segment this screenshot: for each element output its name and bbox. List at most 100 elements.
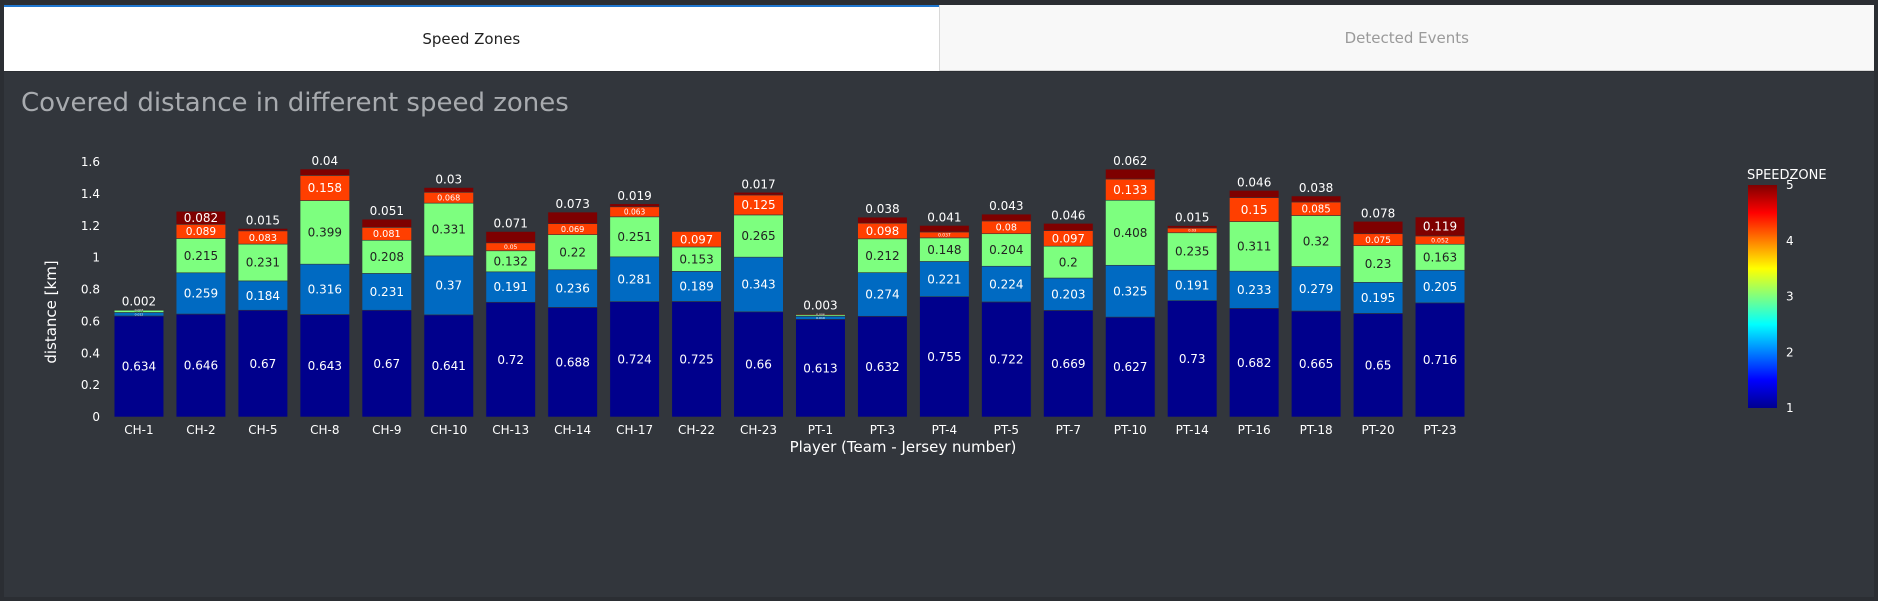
colorbar-tick-label: 1 (1786, 401, 1794, 415)
bar-segment-zone-2 (919, 261, 970, 297)
tab-speed-zones[interactable]: Speed Zones (4, 5, 939, 71)
bar-segment-zone-2 (423, 255, 474, 316)
x-tick-label: CH-9 (372, 423, 401, 437)
bar-segment-zone-2 (1229, 270, 1280, 309)
bar-value-label: 0.097 (680, 232, 713, 246)
bar-segment-zone-2 (299, 263, 350, 315)
bar-value-label: 0.085 (1302, 204, 1331, 215)
bar-segment-zone-1 (1229, 308, 1280, 418)
y-axis: 0 0.2 0.4 0.6 0.8 1 1.2 1.4 1.6 (81, 155, 100, 424)
bar-value-label: 0.037 (938, 232, 951, 238)
bar-value-label: 0.019 (816, 316, 825, 320)
x-tick-label: CH-8 (310, 423, 339, 437)
bar-value-label: 0.002 (122, 294, 156, 308)
bar-segment-zone-1 (609, 301, 660, 418)
bar-segment-zone-3 (857, 238, 908, 273)
bars-layer (113, 168, 1466, 418)
y-tick-label: 0.6 (81, 314, 100, 328)
x-tick-label: PT-1 (808, 423, 833, 437)
bar-segment-zone-1 (423, 314, 474, 418)
bar-value-label: 0.67 (250, 357, 277, 371)
bar-value-label: 0.23 (1365, 257, 1392, 271)
bar-segment-zone-2 (671, 271, 722, 302)
bar-value-label: 0.205 (1423, 280, 1457, 294)
bar-value-label: 0.006 (816, 312, 825, 316)
chart-panel: Covered distance in different speed zone… (4, 72, 1874, 597)
bar-segment-zone-1 (113, 315, 165, 418)
bar-value-label: 0.081 (373, 229, 401, 240)
x-tick-label: PT-7 (1056, 423, 1081, 437)
bar-segment-zone-3 (1105, 199, 1156, 266)
bar-value-label: 0.089 (186, 226, 216, 238)
bar-segment-zone-1 (299, 314, 350, 418)
bar-value-label: 0.05 (504, 244, 518, 251)
bar-segment-zone-3 (175, 238, 227, 274)
y-tick-label: 0.4 (81, 346, 100, 360)
y-tick-label: 0.8 (81, 283, 100, 297)
bar-value-label: 0.078 (1361, 206, 1395, 220)
bar-value-label: 0.316 (308, 283, 342, 297)
bar-segment-zone-1 (237, 309, 288, 418)
bar-segment-zone-1 (1105, 316, 1156, 418)
bar-value-label: 0.098 (866, 224, 899, 238)
bar-value-label: 0.071 (494, 216, 528, 230)
bar-segment-zone-1 (919, 296, 970, 418)
bar-segment-zone-2 (1043, 277, 1094, 311)
bar-segment-zone-1 (547, 307, 598, 418)
bar-segment-zone-5 (1291, 195, 1342, 203)
bar-segment-zone-5 (1167, 225, 1218, 229)
y-tick-label: 1.2 (81, 219, 100, 233)
bar-segment-zone-1 (857, 315, 908, 418)
bar-value-label: 0.72 (497, 353, 524, 367)
bar-value-label: 0.163 (1423, 250, 1457, 264)
bar-value-label: 0.069 (561, 224, 584, 234)
bar-segment-zone-5 (857, 216, 908, 224)
bar-value-label: 0.665 (1299, 357, 1333, 371)
colorbar-title: SPEEDZONE (1747, 168, 1827, 183)
x-tick-label: PT-14 (1176, 423, 1209, 437)
bar-value-label: 0.03 (1188, 229, 1196, 233)
bar-segment-zone-5 (547, 211, 598, 224)
bar-segment-zone-3 (1167, 232, 1218, 271)
bar-value-label: 0.191 (1175, 279, 1209, 293)
bar-segment-zone-5 (981, 213, 1032, 222)
bar-value-label: 0.251 (617, 230, 651, 244)
bar-value-label: 0.068 (437, 193, 460, 203)
bar-segment-zone-5 (423, 187, 474, 193)
bar-segment-zone-5 (361, 218, 412, 228)
bar-segment-zone-2 (237, 280, 288, 311)
bar-value-label: 0.132 (494, 254, 528, 268)
bar-value-label: 0.003 (135, 308, 144, 312)
bar-segment-zone-3 (609, 216, 660, 258)
bar-value-label: 0.37 (435, 279, 462, 293)
y-tick-label: 0 (92, 410, 100, 424)
bar-segment-zone-5 (733, 191, 784, 196)
x-tick-label: PT-10 (1114, 423, 1147, 437)
bar-segment-zone-3 (671, 246, 722, 272)
bar-value-label: 0.325 (1113, 284, 1147, 298)
bar-value-label: 0.015 (246, 213, 280, 227)
bar-value-label: 0.682 (1237, 356, 1271, 370)
x-tick-label: PT-5 (994, 423, 1019, 437)
bar-value-label: 0.04 (311, 154, 338, 168)
tab-detected-events[interactable]: Detected Events (938, 5, 1874, 71)
chart-title: Covered distance in different speed zone… (21, 88, 569, 118)
x-tick-label: PT-4 (932, 423, 957, 437)
x-tick-label: PT-16 (1238, 423, 1271, 437)
bar-value-label: 0.022 (135, 312, 144, 316)
bar-segment-zone-2 (175, 272, 227, 315)
bar-value-label: 0.265 (741, 229, 775, 243)
bar-segment-zone-5 (609, 203, 660, 208)
bar-value-label: 0.311 (1237, 240, 1271, 254)
bar-segment-zone-5 (1043, 223, 1094, 231)
bar-value-label: 0.191 (494, 280, 528, 294)
bar-value-label: 0.73 (1179, 352, 1206, 366)
bar-value-label: 0.063 (624, 207, 646, 216)
bar-segment-zone-5 (1352, 220, 1404, 235)
x-tick-label: PT-20 (1362, 423, 1395, 437)
bar-value-label: 0.03 (435, 173, 462, 187)
bar-value-label: 0.22 (559, 245, 586, 259)
bar-value-label: 0.148 (927, 243, 961, 257)
bar-value-label: 0.153 (679, 252, 713, 266)
bar-value-label: 0.634 (122, 360, 156, 374)
